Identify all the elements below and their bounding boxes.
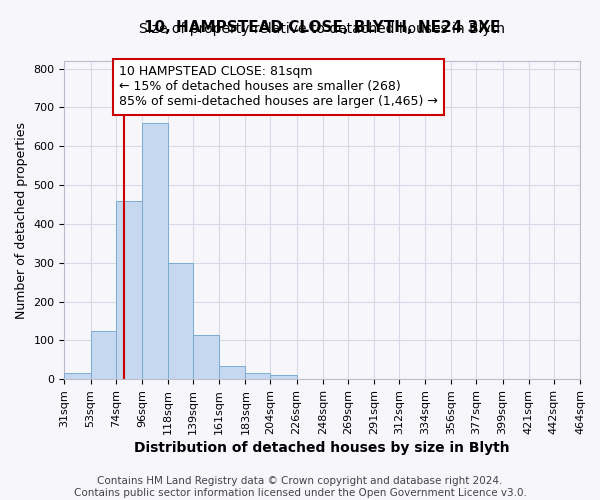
X-axis label: Distribution of detached houses by size in Blyth: Distribution of detached houses by size … bbox=[134, 441, 510, 455]
Text: 10, HAMPSTEAD CLOSE, BLYTH, NE24 3XE: 10, HAMPSTEAD CLOSE, BLYTH, NE24 3XE bbox=[144, 20, 500, 36]
Bar bbox=[64, 374, 91, 379]
Title: Size of property relative to detached houses in Blyth: Size of property relative to detached ho… bbox=[139, 22, 505, 36]
Text: Contains HM Land Registry data © Crown copyright and database right 2024.
Contai: Contains HM Land Registry data © Crown c… bbox=[74, 476, 526, 498]
Bar bbox=[271, 376, 296, 379]
Bar bbox=[193, 334, 219, 379]
Y-axis label: Number of detached properties: Number of detached properties bbox=[15, 122, 28, 318]
Bar bbox=[91, 330, 116, 379]
Text: 10 HAMPSTEAD CLOSE: 81sqm
← 15% of detached houses are smaller (268)
85% of semi: 10 HAMPSTEAD CLOSE: 81sqm ← 15% of detac… bbox=[119, 66, 438, 108]
Bar bbox=[116, 200, 142, 379]
Bar bbox=[142, 123, 168, 379]
Bar bbox=[219, 366, 245, 379]
Bar bbox=[245, 374, 271, 379]
Bar bbox=[168, 262, 193, 379]
